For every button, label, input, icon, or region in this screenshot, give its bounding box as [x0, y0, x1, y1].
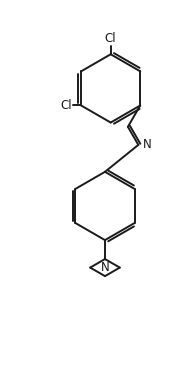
Text: N: N: [143, 138, 152, 151]
Text: Cl: Cl: [60, 99, 72, 112]
Text: N: N: [101, 261, 109, 273]
Text: Cl: Cl: [105, 32, 117, 45]
